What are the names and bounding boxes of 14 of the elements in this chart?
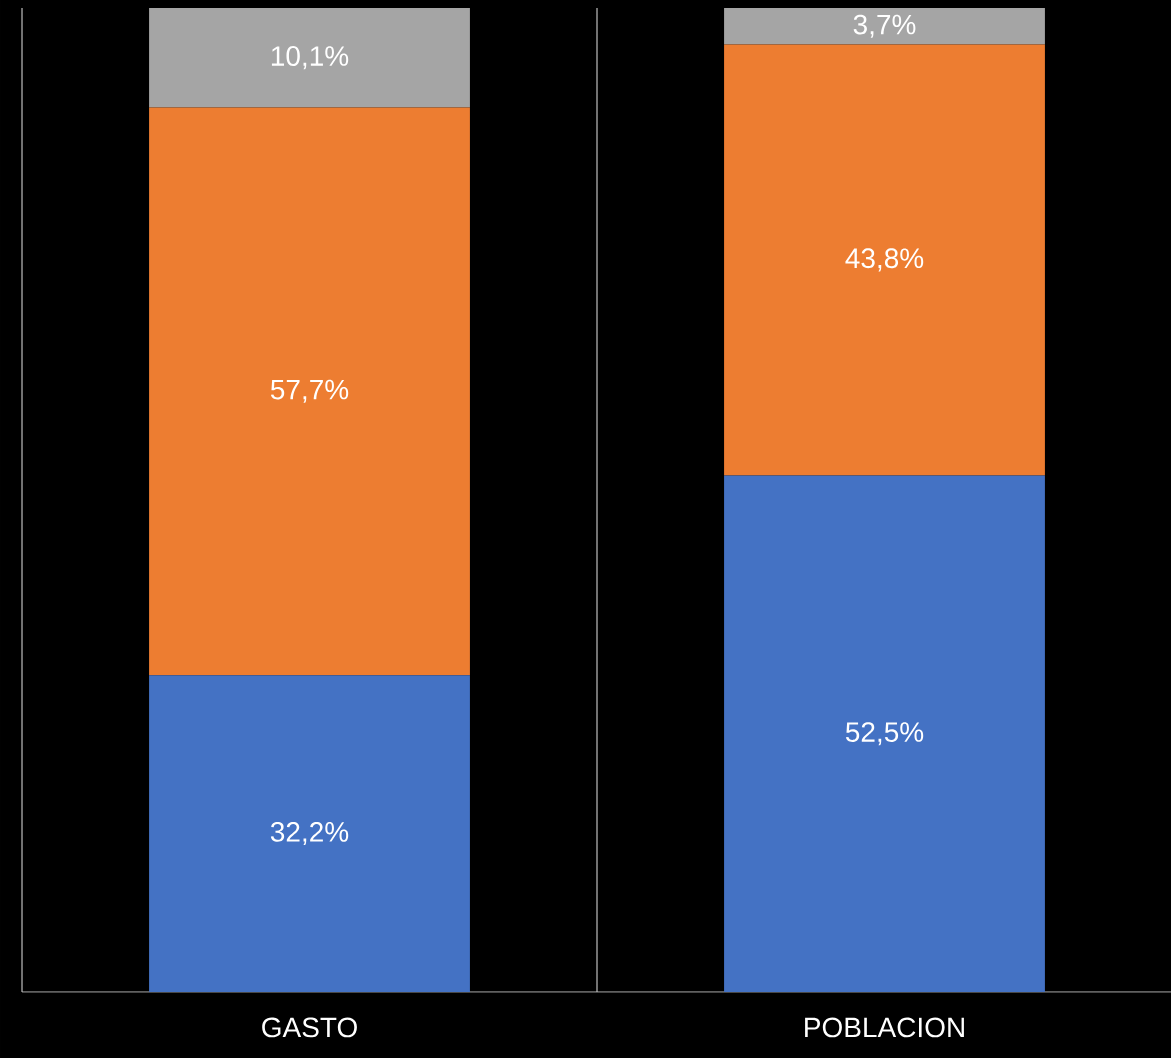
bar [149, 7, 470, 108]
bar [724, 7, 1045, 45]
bar [149, 675, 470, 992]
data-label: 52,5% [845, 722, 924, 746]
data-label: 57,7% [270, 379, 349, 403]
bar [724, 44, 1045, 476]
bar [149, 107, 470, 676]
data-label: 3,7% [853, 14, 916, 38]
x-tick-label: GASTO [262, 1017, 357, 1038]
bar [724, 475, 1045, 992]
x-tick-label: POBLACION [805, 1017, 964, 1038]
data-label: 10,1% [271, 46, 349, 70]
data-label: 32,2% [270, 822, 349, 846]
data-label: 43,8% [845, 248, 924, 272]
